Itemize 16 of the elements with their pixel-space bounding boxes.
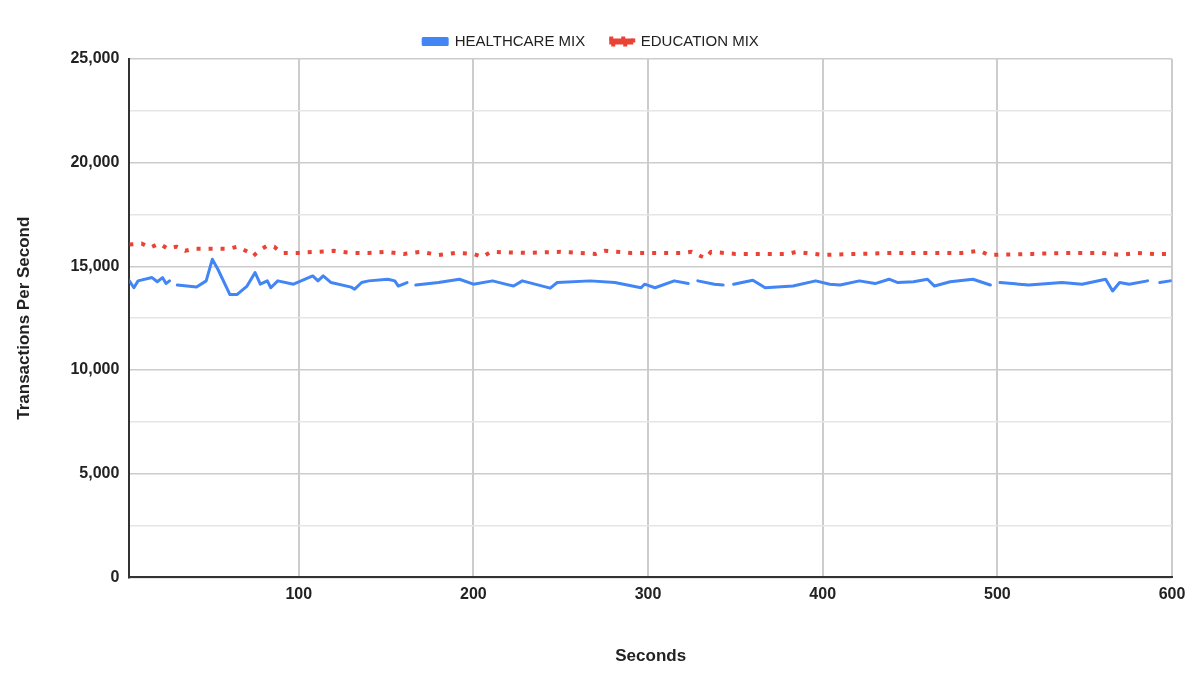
y-tick-label: 25,000 xyxy=(70,49,120,67)
y-tick-label: 0 xyxy=(110,567,120,585)
x-tick-label: 200 xyxy=(460,585,487,603)
x-tick-label: 600 xyxy=(1158,585,1186,603)
y-tick-label: 15,000 xyxy=(70,256,120,274)
y-axis-title: Transactions Per Second xyxy=(13,216,33,420)
x-tick-label: 100 xyxy=(285,585,313,603)
y-tick-label: 5,000 xyxy=(79,464,120,482)
x-tick-label: 300 xyxy=(634,585,662,603)
x-axis-title: Seconds xyxy=(615,646,687,666)
legend-label: HEALTHCARE MIX xyxy=(454,31,586,49)
y-tick-label: 20,000 xyxy=(70,153,120,171)
legend-label: EDUCATION MIX xyxy=(640,31,759,49)
y-tick-label: 10,000 xyxy=(70,360,120,378)
x-tick-label: 500 xyxy=(984,585,1011,603)
x-tick-label: 400 xyxy=(809,585,837,603)
